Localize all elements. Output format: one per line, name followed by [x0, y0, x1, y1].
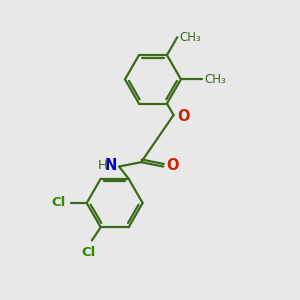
Text: N: N: [104, 158, 117, 173]
Text: Cl: Cl: [52, 196, 66, 209]
Text: CH₃: CH₃: [204, 73, 226, 86]
Text: Cl: Cl: [82, 246, 96, 260]
Text: CH₃: CH₃: [180, 31, 201, 44]
Text: O: O: [166, 158, 179, 172]
Text: O: O: [177, 109, 190, 124]
Text: H: H: [98, 159, 108, 172]
